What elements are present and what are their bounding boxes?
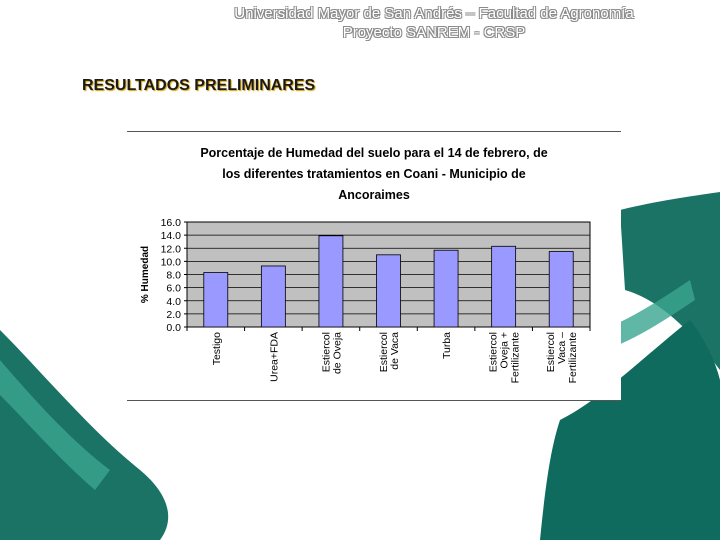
y-tick-label: 4.0 (166, 296, 181, 308)
x-category-label: de Vaca (389, 332, 401, 370)
x-category-label: Fertilizante (567, 332, 579, 384)
bar (203, 272, 229, 328)
x-category-label: Estiercol (545, 332, 557, 372)
x-category-label: Fertilizante (510, 332, 522, 384)
section-title: RESULTADOS PRELIMINARES (82, 77, 316, 94)
y-tick-label: 14.0 (161, 230, 182, 242)
y-tick-label: 16.0 (161, 217, 182, 229)
bar (548, 251, 574, 328)
right-hand-lower (540, 320, 720, 540)
chart-title-line-2: los diferentes tratamientos en Coani - M… (222, 167, 526, 181)
chart-container: Porcentaje de Humedad del suelo para el … (127, 131, 621, 401)
x-category-label: Turba (441, 332, 453, 359)
left-hand-highlight (0, 360, 110, 490)
y-tick-label: 0.0 (166, 322, 181, 334)
y-tick-label: 10.0 (161, 256, 182, 268)
chart-plot: 0.02.04.06.08.0 10.012.014.016.0 % Humedad… (140, 217, 591, 384)
x-category-label: de Oveja (331, 332, 343, 374)
x-category-label: Estiercol (320, 332, 332, 372)
chart-title: Porcentaje de Humedad del suelo para el … (127, 143, 621, 206)
right-hand-highlight (600, 280, 695, 350)
slide-header: Universidad Mayor de San Andrés – Facult… (154, 4, 714, 42)
header-university: Universidad Mayor de San Andrés – Facult… (234, 5, 634, 22)
x-category-label: Estiercol (378, 332, 390, 372)
y-tick-label: 6.0 (166, 283, 181, 295)
bar (433, 249, 459, 328)
left-hand-shape (0, 330, 169, 540)
x-category-label: Testigo (211, 332, 223, 365)
x-category-label: Oveja + (499, 332, 511, 368)
bar (491, 245, 517, 328)
chart-title-line-1: Porcentaje de Humedad del suelo para el … (200, 146, 548, 160)
x-category-label: Urea+FDA (268, 332, 280, 382)
bar (318, 235, 344, 328)
x-category-label: Vaca – (556, 332, 568, 364)
y-axis-label: % Humedad (140, 246, 151, 303)
y-tick-label: 12.0 (161, 243, 182, 255)
bar (376, 254, 401, 328)
chart-title-line-3: Ancoraimes (338, 188, 410, 202)
right-hand-shape (620, 192, 720, 370)
x-category-label: Estiercol (488, 332, 500, 372)
bar (260, 265, 286, 328)
y-tick-label: 2.0 (166, 309, 181, 321)
y-tick-label: 8.0 (166, 270, 181, 282)
header-project: Proyecto SANREM - CRSP (342, 24, 526, 41)
